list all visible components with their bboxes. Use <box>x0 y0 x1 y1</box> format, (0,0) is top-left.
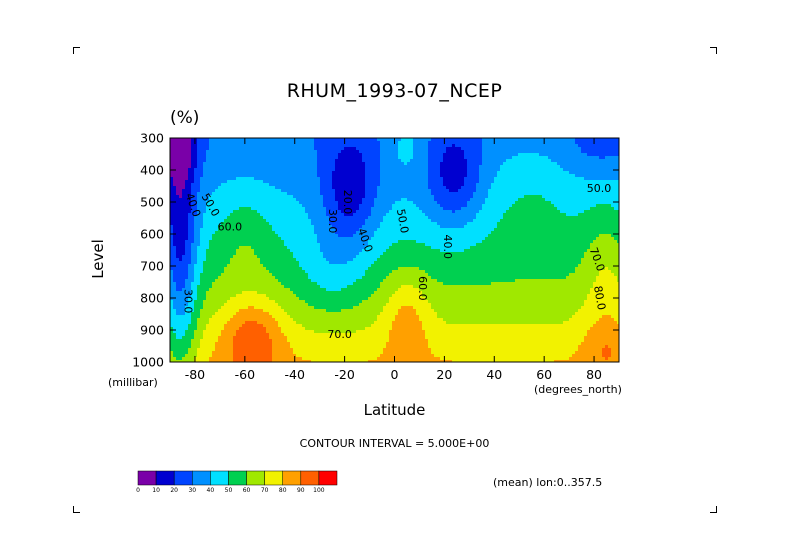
colorbar-swatch <box>246 470 265 486</box>
x-tick-label: -20 <box>334 367 354 382</box>
contour-label: 60.0 <box>416 276 429 301</box>
contour-label: 50.0 <box>394 208 411 234</box>
x-tick-label: -80 <box>185 367 205 382</box>
colorbar-label: 40 <box>207 487 215 494</box>
chart-title: RHUM_1993-07_NCEP <box>286 80 503 102</box>
colorbar-label: 90 <box>297 487 305 494</box>
y-axis-unit: (millibar) <box>108 376 158 389</box>
colorbar-swatch <box>300 470 320 486</box>
x-tick-label: 40 <box>486 367 502 382</box>
contour-label: 80.0 <box>591 285 608 311</box>
colorbar-swatch <box>155 470 175 486</box>
y-tick-label: 800 <box>140 291 164 306</box>
y-tick-label: 700 <box>140 259 164 274</box>
colorbar-swatch <box>318 470 338 486</box>
contour-label: 30.0 <box>181 289 194 314</box>
mean-note: (mean) lon:0..357.5 <box>493 476 603 489</box>
colorbar-label: 60 <box>243 487 251 494</box>
colorbar-swatch <box>173 470 193 486</box>
units-label: (%) <box>170 108 200 128</box>
crop-mark-bottom-right <box>710 506 717 513</box>
x-axis-unit: (degrees_north) <box>534 383 622 396</box>
colorbar-label: 30 <box>188 487 196 494</box>
x-tick-label: 0 <box>391 367 399 382</box>
x-tick-label: 20 <box>436 367 452 382</box>
colorbar-label: 20 <box>170 487 178 494</box>
colorbar-label: 80 <box>279 487 287 494</box>
y-tick-label: 300 <box>140 131 164 146</box>
colorbar-swatch <box>210 470 229 486</box>
y-tick-label: 1000 <box>132 355 164 370</box>
y-tick-label: 500 <box>140 195 164 210</box>
y-tick-label: 400 <box>140 163 164 178</box>
contour-interval-label: CONTOUR INTERVAL = 5.000E+00 <box>299 437 490 450</box>
x-tick-label: 80 <box>586 367 602 382</box>
colorbar-swatch <box>264 470 283 486</box>
contour-label: 70.0 <box>327 328 352 341</box>
colorbar-label: 50 <box>225 487 233 494</box>
contour-label: 40.0 <box>441 235 454 259</box>
colorbar-label: 10 <box>152 487 160 494</box>
x-axis-title: Latitude <box>363 401 426 419</box>
contour-label: 60.0 <box>218 221 243 234</box>
contour-label: 20.0 <box>341 190 354 215</box>
crop-mark-top-left <box>73 47 80 54</box>
colorbar-swatch <box>192 470 211 486</box>
colorbar-label: 70 <box>261 487 269 494</box>
colorbar-swatch <box>228 470 247 486</box>
x-tick-label: -40 <box>285 367 305 382</box>
crop-mark-top-right <box>710 47 717 54</box>
y-tick-label: 900 <box>140 323 164 338</box>
y-tick-label: 600 <box>140 227 164 242</box>
crop-mark-bottom-left <box>73 506 80 513</box>
colorbar-swatch <box>282 470 302 486</box>
colorbar-swatch <box>137 470 157 486</box>
contour-label: 50.0 <box>587 182 612 195</box>
contour-label: 30.0 <box>326 209 339 234</box>
x-tick-label: 60 <box>536 367 552 382</box>
colorbar-label: 100 <box>313 487 325 494</box>
x-tick-label: -60 <box>235 367 255 382</box>
colorbar-label: 0 <box>136 487 140 494</box>
